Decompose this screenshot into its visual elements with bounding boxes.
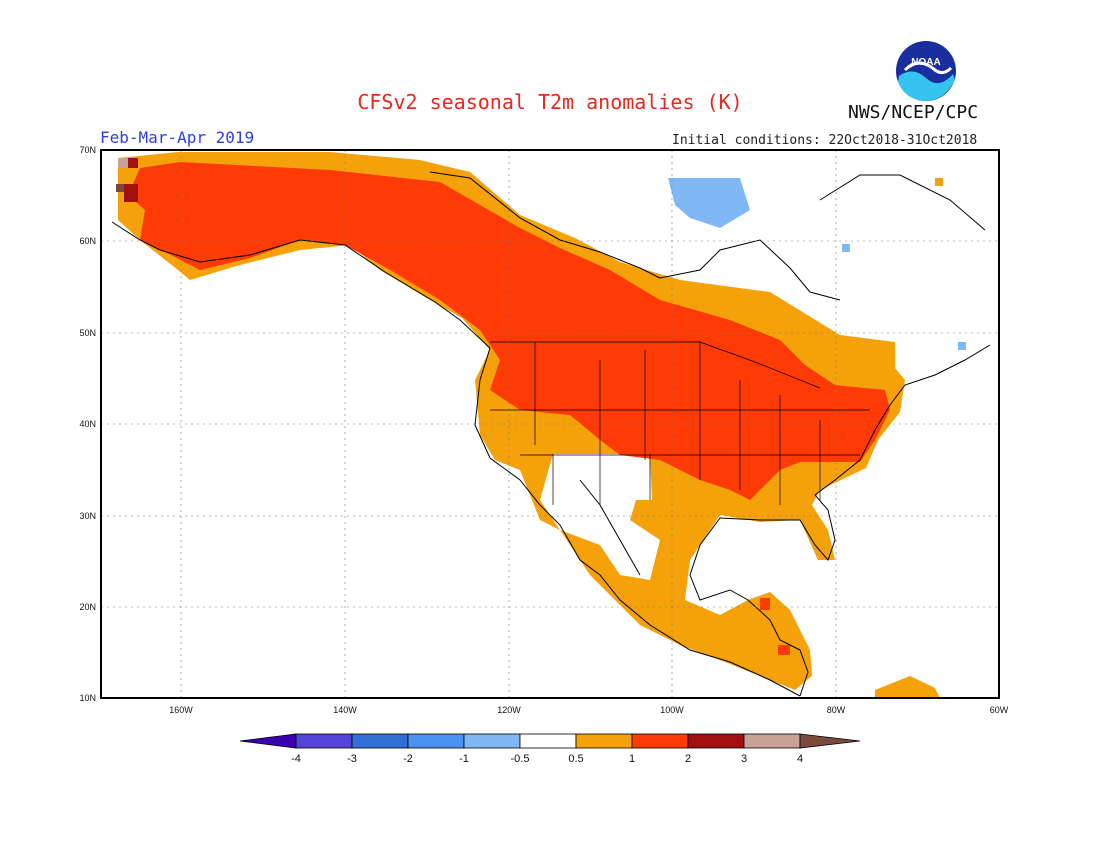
- colorbar-label: -1: [459, 753, 469, 765]
- colorbar-label: -2: [403, 753, 413, 765]
- colorbar-label: 3: [741, 753, 747, 765]
- logo-text: NOAA: [911, 57, 940, 68]
- state-borders: [490, 341, 870, 505]
- lat-label: 60N: [79, 236, 96, 246]
- anomaly-cell-red: [760, 598, 770, 610]
- initial-conditions-label: Initial conditions: 22Oct2018-31Oct2018: [672, 133, 978, 148]
- season-label: Feb-Mar-Apr 2019: [100, 128, 255, 147]
- lon-label: 160W: [169, 705, 193, 715]
- colorbar-segment: [743, 733, 801, 749]
- colorbar: -4 -3 -2 -1 -0.5 0.5 1 2 3 4: [239, 733, 861, 765]
- colorbar-label: -0.5: [511, 753, 530, 765]
- colorbar-label: 0.5: [568, 753, 583, 765]
- lat-label: 10N: [79, 693, 96, 703]
- colorbar-segment: [687, 733, 745, 749]
- lon-label: 140W: [333, 705, 357, 715]
- colorbar-segment: [463, 733, 521, 749]
- anomaly-region-blue-hudson: [668, 178, 750, 228]
- anomaly-cell-red: [778, 645, 790, 655]
- noaa-logo-icon: NOAA: [896, 41, 956, 101]
- lon-label: 60W: [990, 705, 1009, 715]
- lon-label: 80W: [827, 705, 846, 715]
- colorbar-label: 4: [797, 753, 803, 765]
- lat-label: 40N: [79, 419, 96, 429]
- lat-label: 30N: [79, 511, 96, 521]
- colorbar-arrow-left: [239, 733, 297, 749]
- colorbar-arrow-right: [799, 733, 861, 749]
- map-frame: [100, 149, 1000, 699]
- anomaly-region-orange-north: [118, 152, 905, 690]
- anomaly-gap-southwest: [540, 454, 660, 580]
- lat-label: 20N: [79, 602, 96, 612]
- coastlines: [111, 171, 991, 697]
- latitude-labels: 70N 60N 50N 40N 30N 20N 10N: [79, 145, 96, 703]
- agency-label: NWS/NCEP/CPC: [848, 102, 979, 123]
- anomaly-cell-orange: [858, 348, 872, 360]
- anomaly-region-orange-south: [875, 676, 940, 698]
- anomaly-cell-tan: [118, 158, 128, 168]
- lon-label: 100W: [660, 705, 684, 715]
- anomaly-cell-blue: [842, 244, 850, 252]
- colorbar-label: 1: [629, 753, 635, 765]
- map-title: CFSv2 seasonal T2m anomalies (K): [357, 90, 743, 114]
- colorbar-label: 2: [685, 753, 691, 765]
- colorbar-segment: [519, 733, 577, 749]
- longitude-labels: 160W 140W 120W 100W 80W 60W: [169, 705, 1009, 715]
- colorbar-segment: [295, 733, 353, 749]
- colorbar-segment: [407, 733, 465, 749]
- lat-label: 50N: [79, 328, 96, 338]
- anomaly-cell-dark-red: [116, 184, 124, 192]
- anomaly-cell-blue: [958, 342, 966, 350]
- anomaly-cell-orange: [935, 178, 943, 186]
- anomaly-cell-dark-red: [128, 158, 138, 168]
- graticule: [101, 150, 999, 698]
- colorbar-segment: [351, 733, 409, 749]
- lon-label: 120W: [497, 705, 521, 715]
- colorbar-segment: [575, 733, 633, 749]
- colorbar-label: -3: [347, 753, 357, 765]
- anomaly-cell-dark-red: [124, 184, 138, 202]
- colorbar-label: -4: [291, 753, 301, 765]
- colorbar-segment: [631, 733, 689, 749]
- lat-label: 70N: [79, 145, 96, 155]
